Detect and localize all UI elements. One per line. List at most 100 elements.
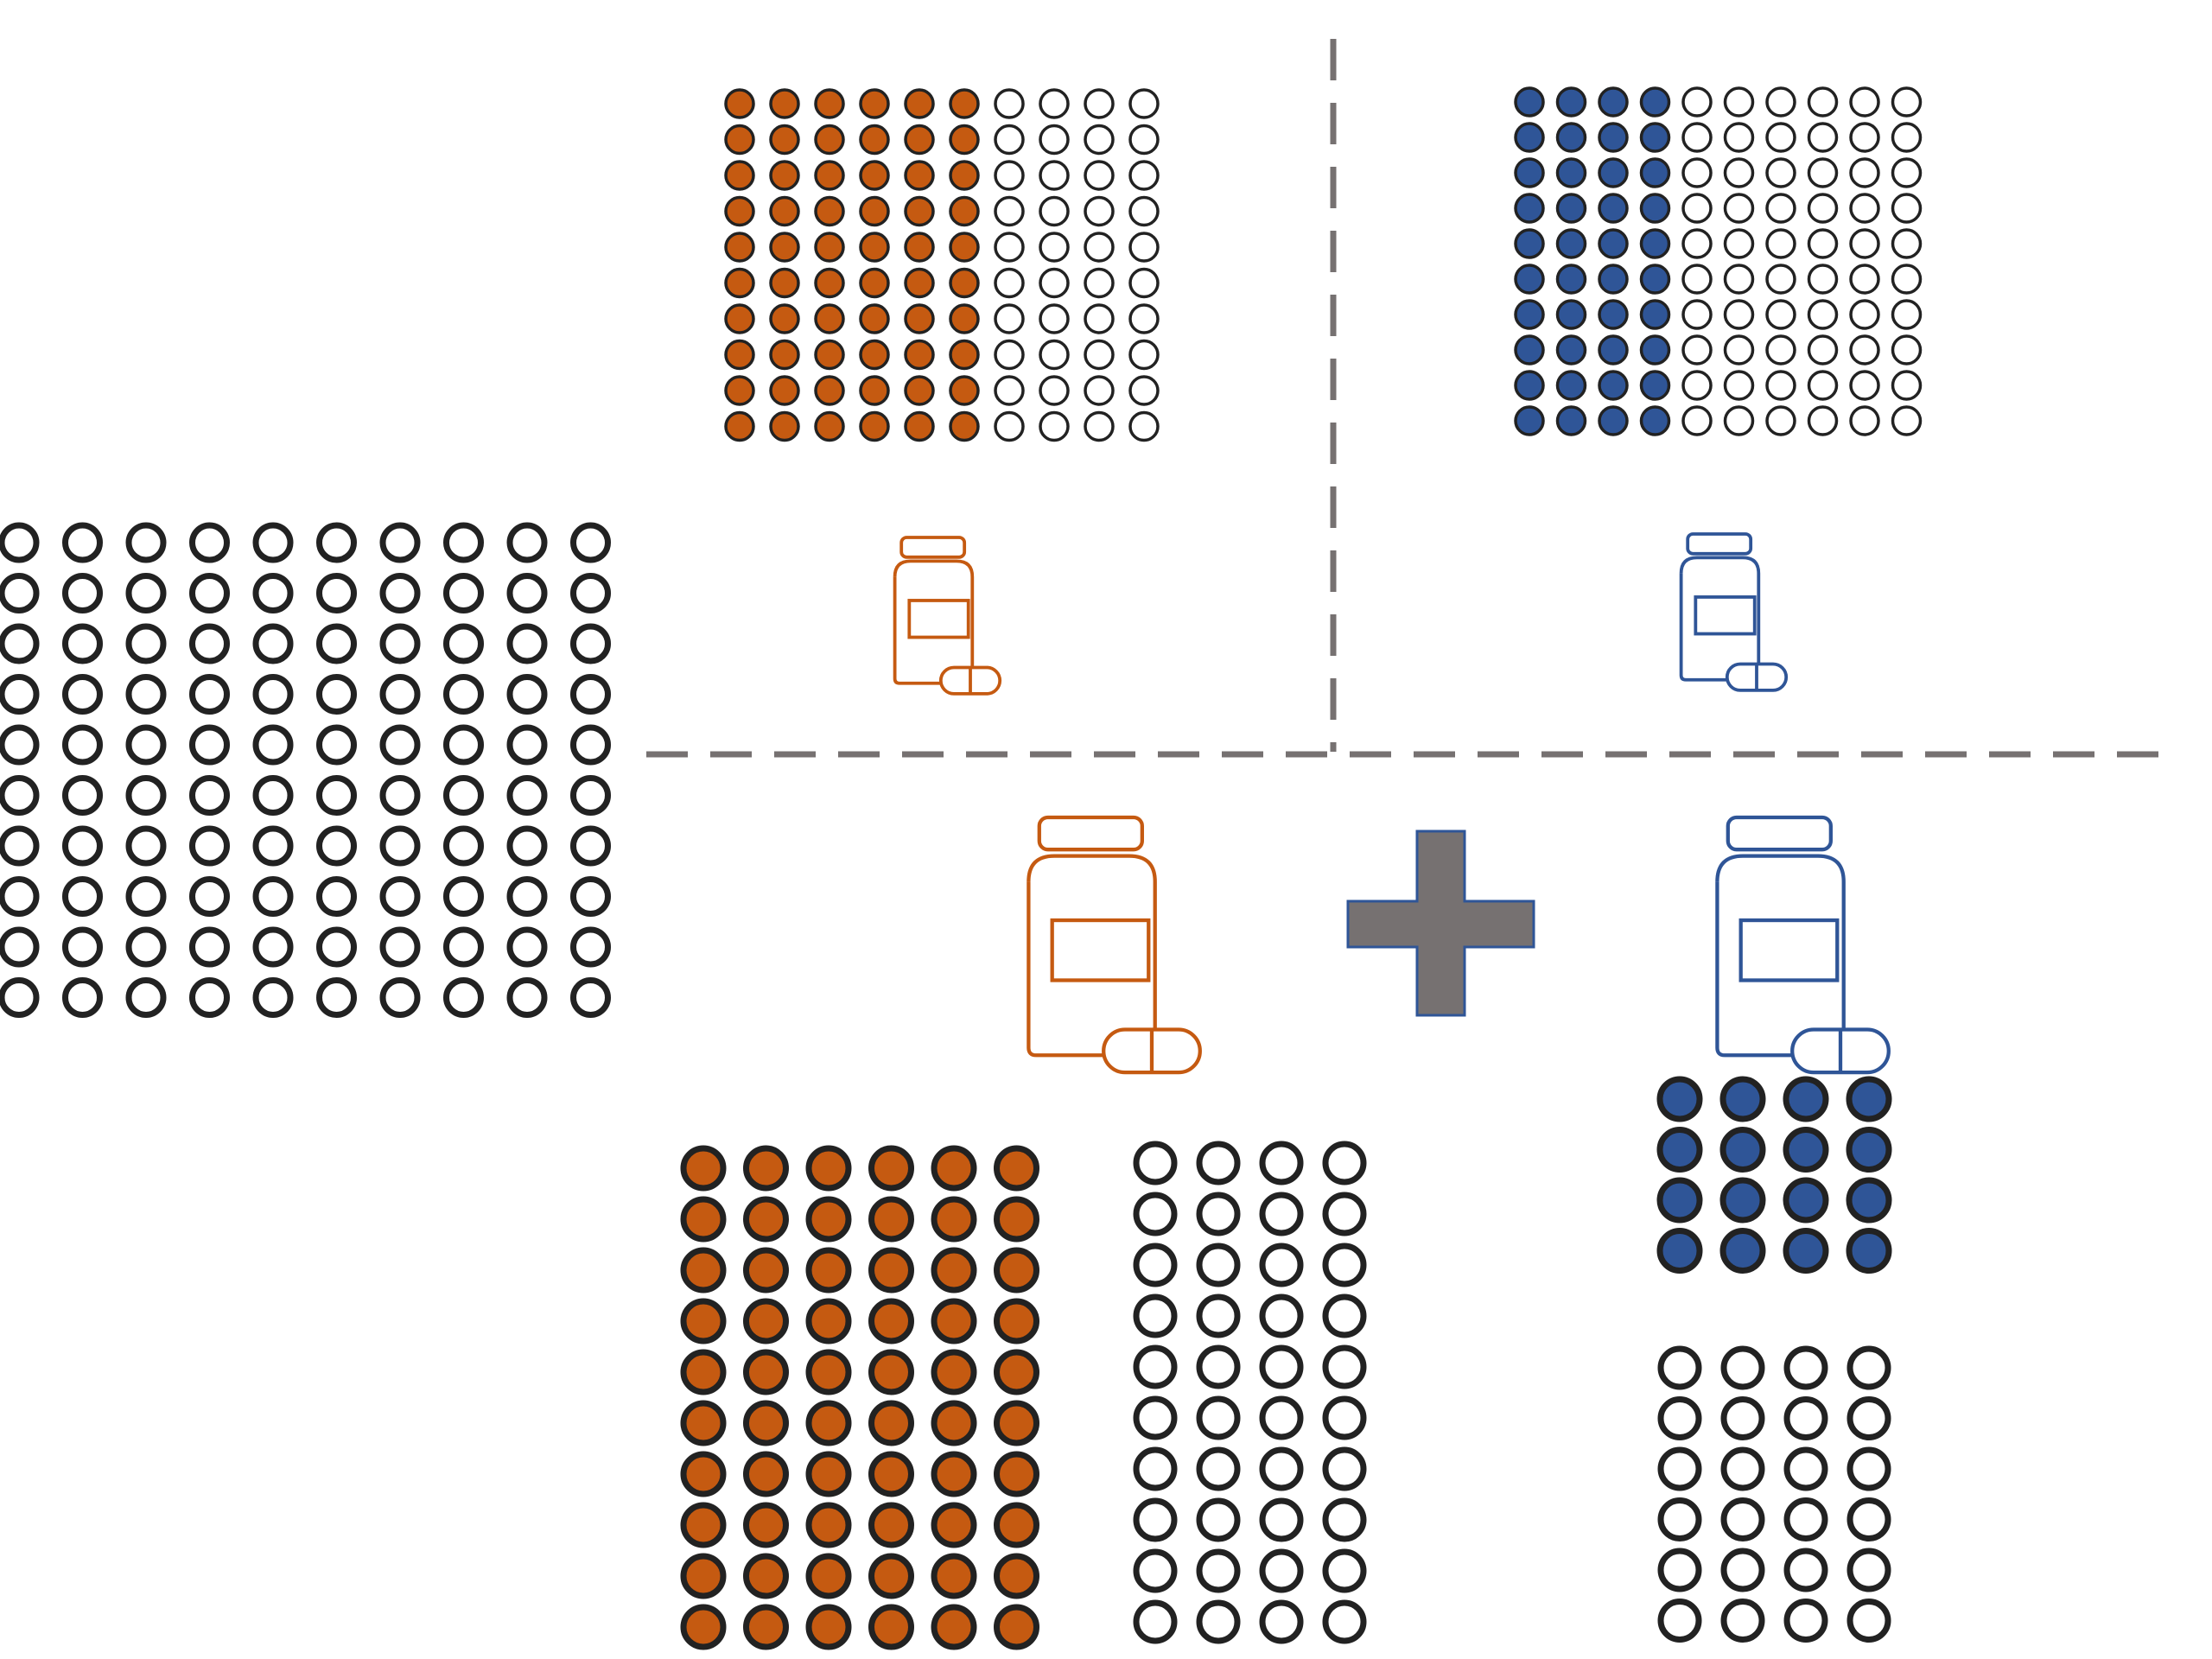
- nonresponder-dot: [1849, 264, 1880, 295]
- responder-dot: [805, 1502, 852, 1548]
- responder-dot: [1555, 370, 1587, 401]
- nonresponder-dot: [1681, 86, 1713, 118]
- responder-dot: [1639, 405, 1671, 436]
- responder-dot: [680, 1604, 727, 1650]
- responder-dot: [859, 375, 890, 406]
- nonresponder-dot: [1847, 1548, 1891, 1592]
- nonresponder-dot: [1849, 122, 1880, 153]
- responder-dot: [868, 1604, 914, 1650]
- responder-dot: [931, 1247, 977, 1294]
- nonresponder-dot: [189, 775, 230, 816]
- pill-bottle-icon-part: [1694, 595, 1757, 636]
- responder-dot: [805, 1196, 852, 1243]
- nonresponder-dot: [443, 825, 484, 867]
- nonresponder-dot: [1807, 370, 1839, 401]
- responder-dot: [1639, 86, 1671, 118]
- untreated-population-grid: [0, 522, 611, 1018]
- responder-dot: [949, 124, 980, 156]
- responder-dot: [769, 339, 800, 371]
- nonresponder-dot: [1259, 1599, 1304, 1644]
- nonresponder-dot: [506, 522, 548, 563]
- nonresponder-dot: [570, 876, 611, 917]
- nonresponder-dot: [1084, 88, 1115, 119]
- responder-dot: [680, 1298, 727, 1344]
- nonresponder-dot: [252, 674, 294, 715]
- nonresponder-dot: [252, 623, 294, 664]
- responder-dot: [1598, 264, 1629, 295]
- responder-dot: [769, 303, 800, 334]
- nonresponder-dot: [379, 522, 421, 563]
- nonresponder-dot: [1084, 339, 1115, 371]
- nonresponder-dot: [62, 775, 103, 816]
- nonresponder-dot: [379, 825, 421, 867]
- nonresponder-dot: [1039, 303, 1070, 334]
- responder-dot: [805, 1298, 852, 1344]
- nonresponder-dot: [570, 775, 611, 816]
- responder-dot: [743, 1247, 789, 1294]
- responder-dot: [904, 88, 935, 119]
- nonresponder-dot: [189, 623, 230, 664]
- nonresponder-dot: [1783, 1497, 1828, 1541]
- responder-dot: [814, 303, 845, 334]
- nonresponder-dot: [506, 876, 548, 917]
- nonresponder-dot: [443, 674, 484, 715]
- nonresponder-dot: [1084, 124, 1115, 156]
- responder-dot: [1555, 334, 1587, 365]
- nonresponder-dot: [1723, 334, 1755, 365]
- nonresponder-dot: [1807, 405, 1839, 436]
- nonresponder-dot: [1723, 157, 1755, 188]
- responder-dot: [769, 410, 800, 442]
- nonresponder-dot: [252, 977, 294, 1018]
- nonresponder-dot: [994, 160, 1025, 191]
- nonresponder-dot: [1133, 1344, 1178, 1389]
- nonresponder-dot: [252, 926, 294, 968]
- responder-dot: [814, 375, 845, 406]
- responder-dot: [814, 232, 845, 263]
- nonresponder-dot: [443, 775, 484, 816]
- nonresponder-dot: [1849, 370, 1880, 401]
- responder-dot: [1639, 228, 1671, 259]
- nonresponder-dot: [1322, 1599, 1367, 1644]
- nonresponder-dot: [1807, 86, 1839, 118]
- responder-dot: [769, 232, 800, 263]
- nonresponder-dot: [1723, 122, 1755, 153]
- responder-dot: [743, 1502, 789, 1548]
- nonresponder-dot: [994, 88, 1025, 119]
- pill-bottle-icon-part: [1715, 854, 1846, 1033]
- nonresponder-dot: [316, 623, 357, 664]
- nonresponder-dot: [570, 674, 611, 715]
- nonresponder-dot: [0, 775, 40, 816]
- nonresponder-dot: [1847, 1599, 1891, 1643]
- nonresponder-dot: [1723, 299, 1755, 330]
- nonresponder-dot: [443, 522, 484, 563]
- nonresponder-dot: [1723, 86, 1755, 118]
- responder-dot: [904, 124, 935, 156]
- responder-dot: [859, 410, 890, 442]
- nonresponder-dot: [1128, 232, 1160, 263]
- nonresponder-dot: [1128, 410, 1160, 442]
- responder-dot: [805, 1145, 852, 1192]
- nonresponder-dot: [443, 573, 484, 613]
- nonresponder-dot: [125, 522, 167, 563]
- nonresponder-dot: [316, 724, 357, 766]
- responder-dot: [904, 267, 935, 299]
- nonresponder-dot: [1807, 122, 1839, 153]
- responder-dot: [743, 1145, 789, 1192]
- nonresponder-dot: [125, 573, 167, 613]
- responder-dot: [1555, 157, 1587, 188]
- nonresponder-dot: [1891, 228, 1923, 259]
- nonresponder-dot: [570, 724, 611, 766]
- responder-dot: [931, 1451, 977, 1497]
- nonresponder-dot: [570, 977, 611, 1018]
- responder-dot: [1783, 1177, 1829, 1224]
- responder-dot: [949, 267, 980, 299]
- responder-dot: [859, 88, 890, 119]
- nonresponder-dot: [252, 573, 294, 613]
- responder-dot: [994, 1298, 1039, 1344]
- responder-dot: [724, 410, 755, 442]
- nonresponder-dot: [1133, 1141, 1178, 1185]
- responder-dot: [724, 124, 755, 156]
- responder-dot: [724, 160, 755, 191]
- responder-dot: [949, 410, 980, 442]
- nonresponder-dot: [62, 724, 103, 766]
